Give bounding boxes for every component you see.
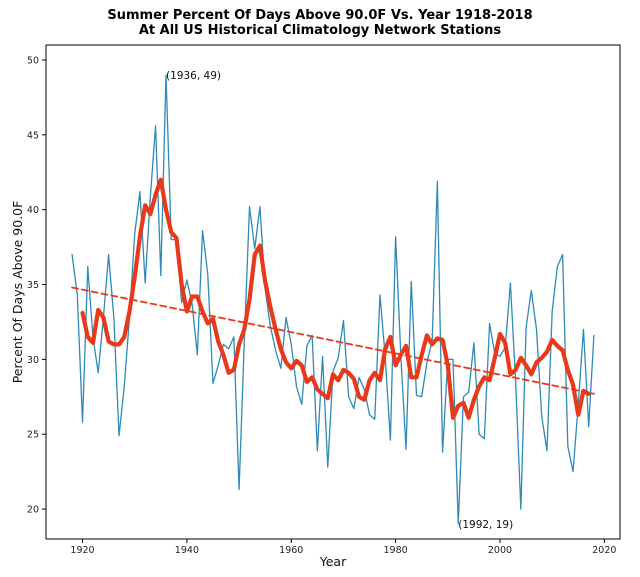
x-tick-label: 1920	[70, 545, 94, 556]
y-tick-label: 50	[27, 55, 39, 66]
plot-area-frame	[45, 44, 621, 540]
y-axis-label: Percent Of Days Above 90.0F	[10, 201, 25, 384]
annotations: (1936, 49) (1992, 19)	[166, 70, 513, 531]
y-axis-ticks: 20 25 30 35 40 45 50	[27, 55, 46, 516]
x-tick-label: 1940	[175, 545, 199, 556]
y-tick-label: 45	[27, 130, 39, 141]
x-tick-label: 1980	[384, 545, 408, 556]
y-tick-label: 25	[27, 430, 39, 441]
annual-series-line	[71, 74, 595, 525]
annotation-label: (1992, 19)	[458, 519, 513, 531]
x-tick-label: 1960	[279, 545, 303, 556]
y-tick-label: 35	[27, 280, 39, 291]
series-layer	[71, 74, 595, 525]
x-axis-label: Year	[319, 554, 347, 569]
chart-subtitle: At All US Historical Climatology Network…	[138, 23, 502, 38]
annotation-label: (1936, 49)	[166, 70, 221, 82]
y-tick-label: 30	[27, 355, 39, 366]
y-tick-label: 40	[27, 205, 39, 216]
trend-line	[71, 286, 595, 395]
smoothed-series-line	[80, 177, 591, 420]
chart-title-block: Summer Percent Of Days Above 90.0F Vs. Y…	[0, 8, 640, 38]
y-tick-label: 20	[27, 505, 39, 516]
x-axis-ticks: 1920 1940 1960 1980 2000 2020	[70, 539, 616, 556]
x-tick-label: 2020	[592, 545, 616, 556]
x-tick-label: 2000	[488, 545, 512, 556]
chart-title: Summer Percent Of Days Above 90.0F Vs. Y…	[107, 8, 533, 23]
